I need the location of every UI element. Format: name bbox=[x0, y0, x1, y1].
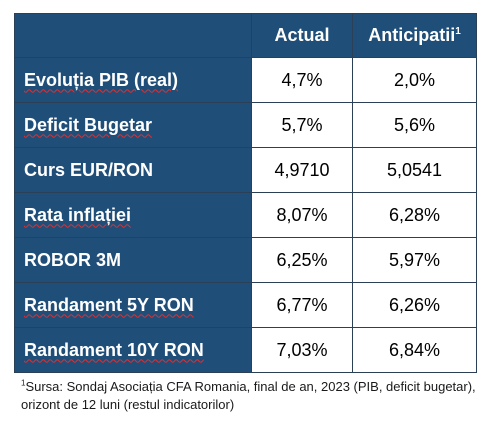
indicators-table: Actual Anticipatii1 Evoluția PIB (real) … bbox=[14, 13, 477, 373]
cell-actual: 4,9710 bbox=[251, 147, 353, 193]
cell-anticipatii: 5,97% bbox=[352, 237, 477, 283]
header-actual: Actual bbox=[251, 13, 353, 58]
source-footnote: 1Sursa: Sondaj Asociația CFA Romania, fi… bbox=[21, 378, 476, 414]
table-row: Rata inflației 8,07% 6,28% bbox=[14, 192, 477, 238]
table-header-row: Actual Anticipatii1 bbox=[14, 13, 477, 58]
footnote-text: Sursa: Sondaj Asociația CFA Romania, fin… bbox=[21, 379, 476, 412]
cell-actual: 4,7% bbox=[251, 57, 353, 103]
row-label-randament-10y: Randament 10Y RON bbox=[14, 327, 252, 373]
table-row: Evoluția PIB (real) 4,7% 2,0% bbox=[14, 57, 477, 103]
cell-anticipatii: 2,0% bbox=[352, 57, 477, 103]
cell-actual: 7,03% bbox=[251, 327, 353, 373]
footnote-marker: 1 bbox=[21, 378, 26, 388]
cell-anticipatii: 5,0541 bbox=[352, 147, 477, 193]
cell-anticipatii: 6,84% bbox=[352, 327, 477, 373]
cell-anticipatii: 5,6% bbox=[352, 102, 477, 148]
row-label-curs: Curs EUR/RON bbox=[14, 147, 252, 193]
table-row: Randament 10Y RON 7,03% 6,84% bbox=[14, 327, 477, 373]
cell-anticipatii: 6,26% bbox=[352, 282, 477, 328]
cell-actual: 8,07% bbox=[251, 192, 353, 238]
row-label-pib: Evoluția PIB (real) bbox=[14, 57, 252, 103]
row-label-inflatie: Rata inflației bbox=[14, 192, 252, 238]
table-row: Deficit Bugetar 5,7% 5,6% bbox=[14, 102, 477, 148]
header-anticipatii: Anticipatii1 bbox=[352, 13, 477, 58]
indicators-table-container: Actual Anticipatii1 Evoluția PIB (real) … bbox=[14, 13, 477, 373]
cell-actual: 6,77% bbox=[251, 282, 353, 328]
table-row: ROBOR 3M 6,25% 5,97% bbox=[14, 237, 477, 283]
cell-actual: 6,25% bbox=[251, 237, 353, 283]
header-corner-cell bbox=[14, 13, 252, 58]
row-label-robor: ROBOR 3M bbox=[14, 237, 252, 283]
cell-actual: 5,7% bbox=[251, 102, 353, 148]
table-row: Randament 5Y RON 6,77% 6,26% bbox=[14, 282, 477, 328]
row-label-deficit: Deficit Bugetar bbox=[14, 102, 252, 148]
table-row: Curs EUR/RON 4,9710 5,0541 bbox=[14, 147, 477, 193]
cell-anticipatii: 6,28% bbox=[352, 192, 477, 238]
row-label-randament-5y: Randament 5Y RON bbox=[14, 282, 252, 328]
footnote-marker-header: 1 bbox=[455, 26, 461, 37]
